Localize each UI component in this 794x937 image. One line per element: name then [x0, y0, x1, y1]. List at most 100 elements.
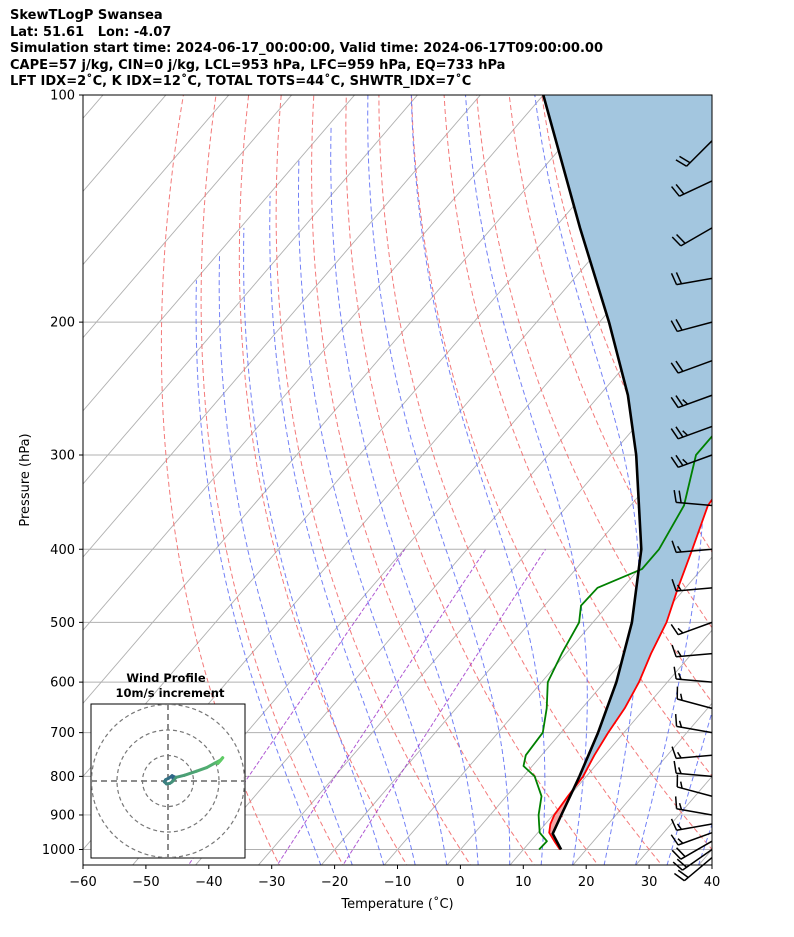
x-tick-label: −30 [258, 875, 285, 890]
barb-staff [680, 840, 713, 860]
barb-feather [675, 183, 685, 195]
dry-adiabat [704, 95, 712, 122]
isotherm [759, 78, 794, 868]
time-line: Simulation start time: 2024-06-17_00:00:… [10, 41, 603, 56]
barb-feather [677, 627, 684, 634]
dry-adiabat [238, 95, 408, 865]
isotherm [446, 556, 712, 865]
barb-feather [676, 858, 688, 868]
dry-adiabat [732, 78, 794, 868]
barb-staff [676, 772, 713, 778]
barb-staff [677, 360, 713, 374]
barb-feather [676, 847, 686, 858]
barb-feather [673, 666, 677, 680]
barb-feather [674, 796, 678, 809]
barb-feather [670, 273, 678, 285]
moist-adiabat [367, 95, 511, 865]
index-line: LFT IDX=2˚C, K IDX=12˚C, TOTAL TOTS=44˚C… [10, 74, 472, 89]
x-tick-label: 10 [515, 875, 532, 890]
wind-barb [670, 454, 713, 469]
hodo-ring [141, 754, 195, 808]
moist-adiabat [195, 280, 322, 865]
wind-barb [673, 760, 713, 778]
wind-barb [675, 140, 713, 167]
hodo-segment [195, 766, 209, 773]
chart-header: SkewTLogP Swansea Lat: 51.61 Lon: -4.07 … [10, 8, 603, 91]
barb-feather [682, 458, 689, 465]
barb-feather [675, 454, 684, 467]
y-tick-label: 900 [50, 808, 75, 823]
moist-adiabat [410, 95, 546, 865]
y-axis-label: Pressure (hPa) [18, 433, 33, 526]
wind-barb [674, 713, 713, 734]
dry-adiabat [508, 95, 712, 629]
barb-feather [677, 838, 684, 844]
barb-feather [671, 849, 682, 860]
moist-adiabat [218, 253, 353, 865]
wind-barb [671, 840, 713, 860]
dry-adiabat [443, 95, 712, 777]
barb-staff [680, 227, 713, 247]
dewpoint-line [522, 435, 712, 851]
barb-staff [677, 425, 713, 440]
barb-staff [677, 621, 713, 636]
dry-adiabat [275, 95, 472, 865]
y-tick-label: 800 [50, 770, 75, 785]
x-tick-label: −20 [321, 875, 348, 890]
isotherm [83, 95, 607, 705]
hodo-ring [116, 729, 220, 833]
barb-feather [675, 159, 687, 167]
barb-feather [676, 650, 682, 657]
wind-barb [670, 831, 713, 846]
wind-barb [676, 774, 713, 797]
y-tick-label: 100 [50, 89, 75, 104]
wind-barb [670, 621, 713, 636]
barb-feather [671, 579, 677, 592]
barb-feather [671, 644, 677, 657]
barb-staff [677, 786, 713, 797]
barb-feather [670, 624, 679, 636]
dry-adiabat [311, 95, 535, 865]
wind-barb [673, 857, 713, 882]
barb-feather [675, 395, 684, 407]
barb-staff [677, 831, 713, 846]
barb-staff [676, 501, 713, 507]
cape-line: CAPE=57 j/kg, CIN=0 j/kg, LCL=953 hPa, L… [10, 57, 506, 73]
barb-feather [682, 398, 689, 405]
dry-adiabat [378, 95, 663, 865]
barb-staff [676, 754, 713, 760]
hodo-segment [182, 769, 199, 777]
y-tick-label: 200 [50, 316, 75, 331]
wind-barb [671, 746, 713, 760]
dry-adiabat [410, 95, 712, 851]
wind-barb [671, 180, 713, 197]
wind-barb [672, 848, 713, 871]
x-tick-label: −10 [384, 875, 411, 890]
isotherm [83, 95, 544, 631]
barb-feather [674, 713, 678, 727]
dry-adiabat [160, 95, 280, 865]
wind-barb [670, 394, 713, 409]
dry-adiabat [345, 95, 599, 865]
barb-feather [673, 872, 685, 882]
barb-feather [670, 834, 679, 846]
barb-staff [676, 725, 713, 734]
wind-barb [670, 818, 713, 831]
moist-adiabat [666, 710, 712, 865]
barb-feather [672, 861, 684, 871]
barb-feather [671, 186, 680, 197]
moist-adiabat [243, 227, 385, 865]
wind-barb [676, 686, 713, 710]
cape-fill-layer [543, 95, 712, 850]
isotherm [320, 410, 712, 865]
x-tick-label: 0 [456, 875, 464, 890]
barb-feather [675, 318, 683, 331]
isotherm [257, 336, 712, 865]
barb-staff [677, 454, 713, 469]
y-tick-label: 700 [50, 726, 75, 741]
wind-barbs [670, 140, 713, 882]
dry-adiabat [476, 95, 712, 704]
